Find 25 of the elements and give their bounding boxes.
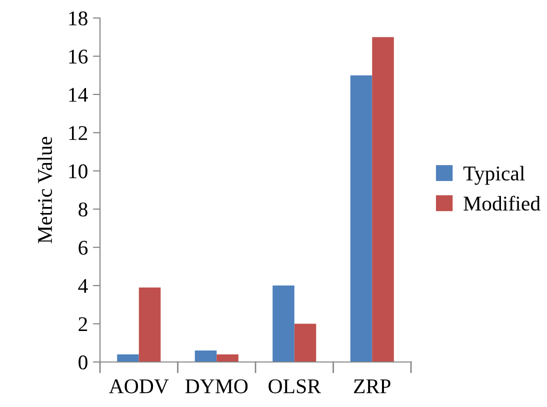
bar	[294, 324, 316, 362]
bar	[372, 37, 394, 362]
y-tick-label: 4	[78, 279, 88, 293]
y-tick-label: 16	[69, 50, 88, 64]
bar	[138, 287, 161, 362]
y-tick-label: 6	[78, 240, 88, 255]
bar	[117, 354, 139, 362]
bar	[194, 350, 217, 362]
x-tick-label: AODV	[108, 379, 169, 394]
y-tick-label: 2	[78, 317, 88, 332]
y-tick-label: 14	[69, 88, 88, 102]
legend-label: Typical	[463, 166, 525, 185]
y-tick-label: 8	[78, 202, 88, 217]
x-tick-label: DYMO	[185, 379, 248, 394]
bar	[272, 286, 294, 362]
y-tick-label: 0	[78, 355, 88, 370]
y-tick-label: 12	[69, 126, 88, 140]
y-axis-title: Metric Value	[37, 136, 52, 244]
bar	[216, 354, 238, 362]
x-tick-label: OLSR	[268, 379, 321, 394]
y-tick-label: 18	[69, 11, 88, 26]
y-tick-label: 10	[69, 164, 88, 178]
x-tick-label: ZRP	[354, 379, 390, 394]
legend-label: Modified	[464, 196, 540, 211]
bar	[350, 75, 372, 362]
